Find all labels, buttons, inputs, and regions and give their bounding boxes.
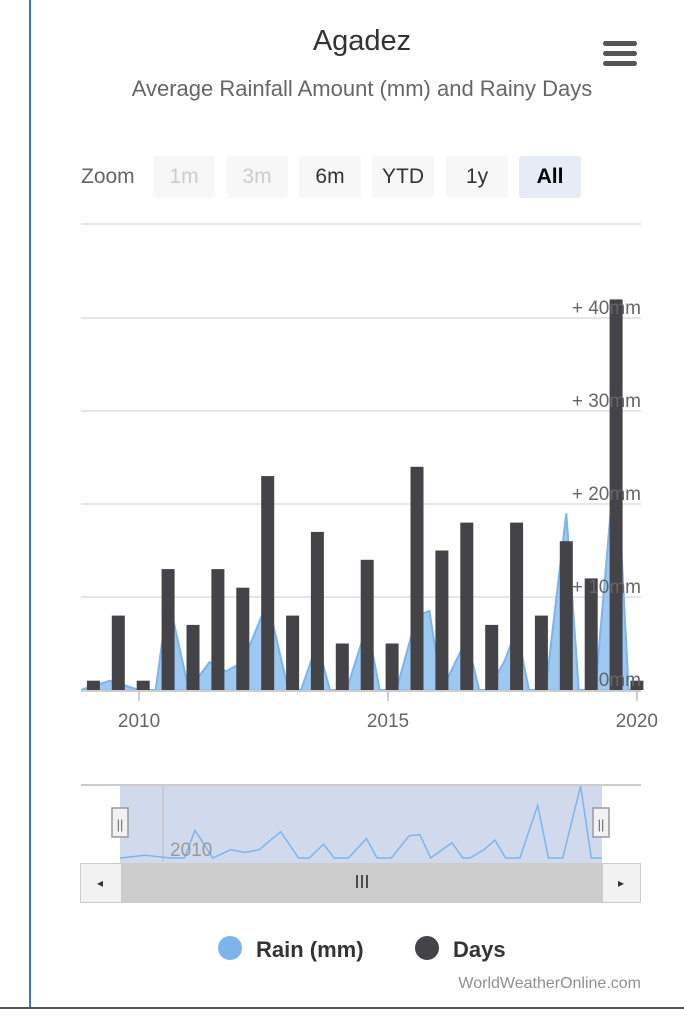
navigator[interactable]: 2010 || || <box>0 0 684 870</box>
days-bar <box>630 680 644 690</box>
chart-title: Agadez <box>312 25 412 57</box>
legend-item-rain[interactable]: Rain (mm) <box>218 934 364 966</box>
navigator-right-handle[interactable]: || <box>592 807 610 838</box>
days-bar <box>310 531 324 690</box>
credits-link[interactable]: WorldWeatherOnline.com <box>458 975 641 992</box>
navigator-selection-mask <box>120 786 602 863</box>
left-border <box>29 0 31 1008</box>
days-bar <box>86 680 100 690</box>
days-bar <box>410 466 424 690</box>
hamburger-menu-icon[interactable] <box>600 38 640 70</box>
handle-grip-icon: || <box>598 817 605 832</box>
legend-dot-days-icon <box>415 936 439 961</box>
days-bar <box>485 624 499 690</box>
days-bar <box>236 587 250 690</box>
navigator-left-handle[interactable]: || <box>111 807 129 838</box>
y-tick-label: + 10mm <box>572 577 641 598</box>
days-bar <box>211 569 225 690</box>
scroll-left-icon[interactable]: ◂ <box>96 876 104 890</box>
zoom-3m-button[interactable]: 3m <box>226 156 288 198</box>
legend-dot-rain-icon <box>218 936 242 961</box>
y-tick-label: 0mm <box>599 670 641 691</box>
navigator-axis-label: 2010 <box>170 840 212 861</box>
y-tick-label: + 20mm <box>572 484 641 505</box>
navigator-series-line <box>119 785 602 860</box>
navigator-scrollbar[interactable]: ◂ III ▸ <box>80 863 641 903</box>
days-bar <box>435 550 449 690</box>
days-bar <box>261 476 275 690</box>
menu-bar <box>603 51 637 56</box>
scroll-grip-icon: III <box>354 872 370 892</box>
days-bar <box>510 522 524 690</box>
days-bar <box>609 299 623 690</box>
scroll-right-icon[interactable]: ▸ <box>617 876 625 890</box>
days-bar <box>335 643 349 690</box>
scrollbar-thumb[interactable]: III <box>121 864 603 902</box>
y-tick-label: + 30mm <box>572 391 641 412</box>
legend-item-days[interactable]: Days <box>415 934 506 966</box>
handle-box <box>111 807 129 838</box>
zoom-1y-button[interactable]: 1y <box>446 156 508 198</box>
days-bar <box>460 522 474 690</box>
days-bar <box>360 559 374 690</box>
days-bar <box>286 615 300 690</box>
bottom-border <box>0 1007 684 1009</box>
zoom-label: Zoom <box>81 165 135 188</box>
x-tick-label: 2015 <box>367 711 409 732</box>
zoom-all-button[interactable]: All <box>519 156 581 198</box>
x-tick-label: 2010 <box>118 711 160 732</box>
zoom-6m-button[interactable]: 6m <box>299 156 361 198</box>
days-bar <box>385 643 399 690</box>
handle-grip-icon: || <box>117 817 124 832</box>
handle-box <box>592 807 610 838</box>
zoom-ytd-button[interactable]: YTD <box>372 156 434 198</box>
navigator-frame <box>81 784 641 864</box>
days-bar <box>186 624 200 690</box>
days-bar <box>111 615 125 690</box>
days-bar <box>559 541 573 690</box>
toolbar-divider <box>81 223 641 225</box>
days-bar <box>161 569 175 690</box>
chart-plot-area: 0mm + 10mm + 20mm + 30mm + 40mm 2010 2015 2020 <box>80 298 658 732</box>
legend-label-days: Days <box>453 937 506 962</box>
x-tick-label: 2020 <box>616 711 658 732</box>
days-bar <box>584 578 598 690</box>
zoom-1m-button[interactable]: 1m <box>153 156 215 198</box>
days-bar <box>534 615 548 690</box>
menu-bar <box>603 61 637 66</box>
menu-bar <box>603 41 637 46</box>
days-bar <box>136 680 150 690</box>
y-tick-label: + 40mm <box>572 298 641 319</box>
legend-label-rain: Rain (mm) <box>256 937 364 962</box>
chart-subtitle: Average Rainfall Amount (mm) and Rainy D… <box>131 76 593 101</box>
